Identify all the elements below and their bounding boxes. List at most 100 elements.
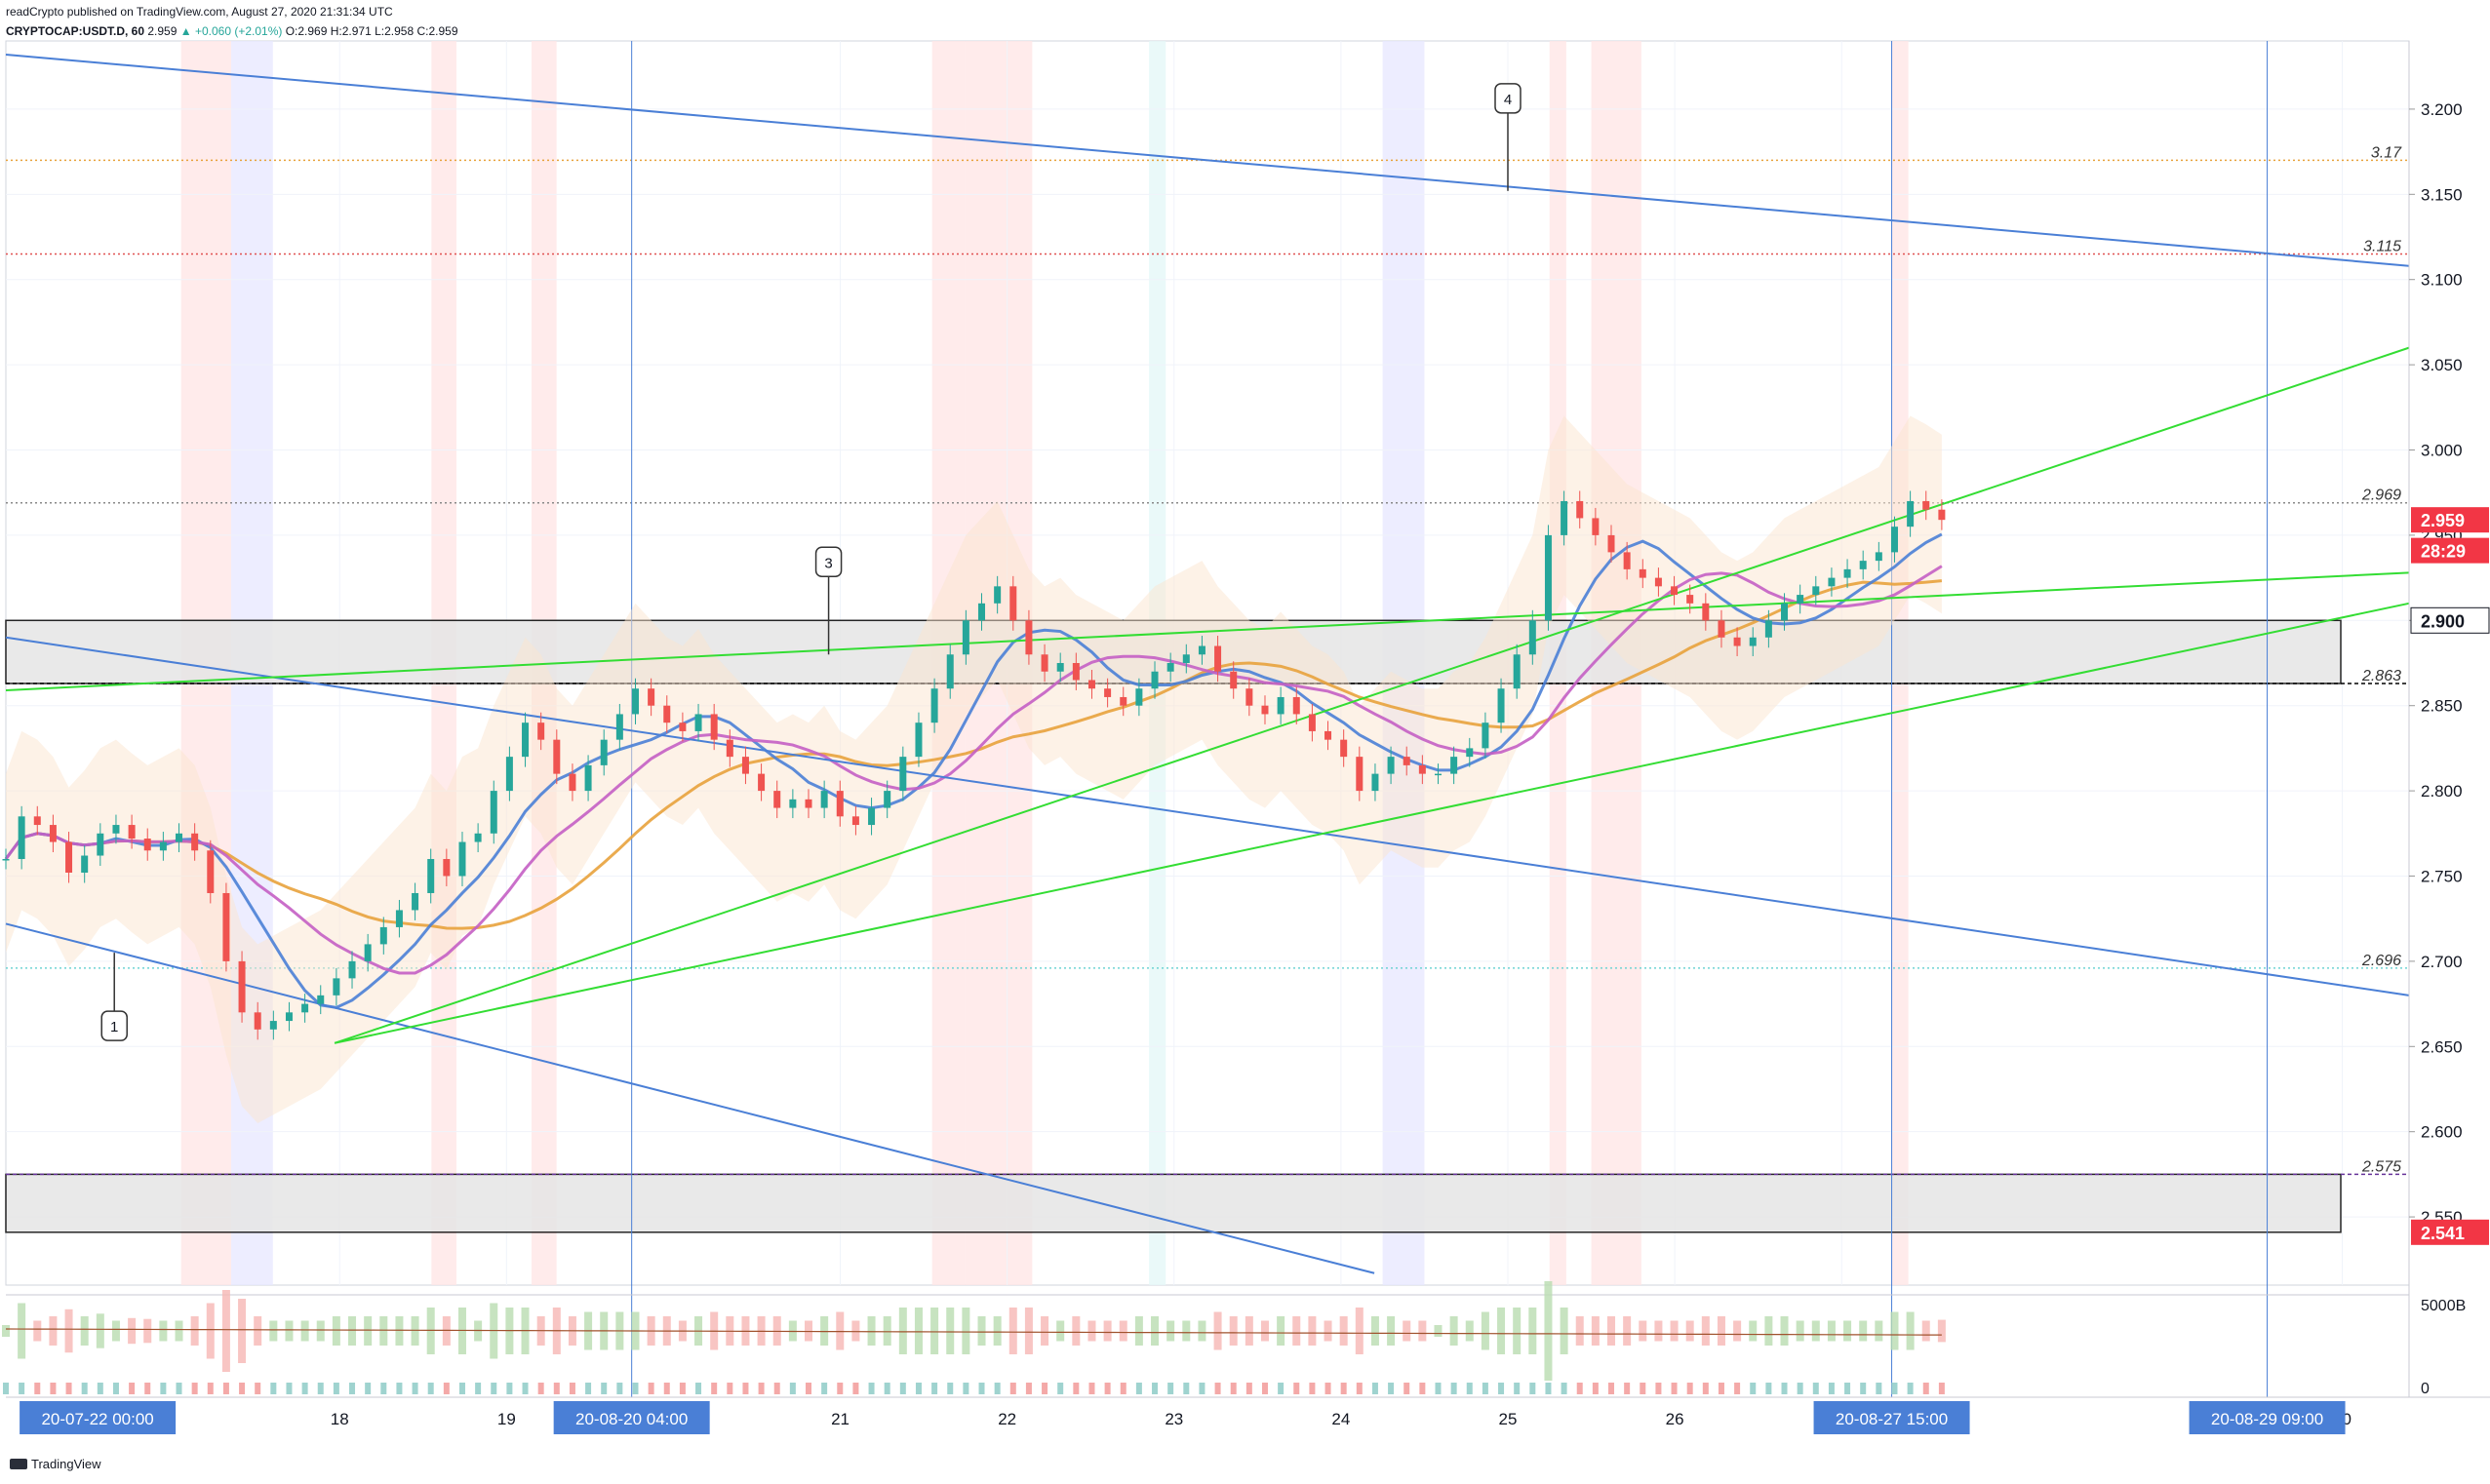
volume-base-119	[1876, 1383, 1882, 1394]
candle-body-82	[1292, 696, 1300, 715]
volume-base-17	[270, 1383, 277, 1394]
volume-base-0	[3, 1383, 9, 1394]
volume-base-13	[207, 1383, 214, 1394]
volume-bar-16	[254, 1316, 262, 1346]
volume-bar-6	[96, 1313, 104, 1348]
volume-axis-label-0: 5000B	[2421, 1298, 2466, 1314]
volume-bar-78	[1229, 1316, 1238, 1346]
volume-base-64	[1009, 1383, 1016, 1394]
price-tick-label-13: 3.200	[2421, 100, 2463, 119]
volume-bar-98	[1544, 1281, 1553, 1381]
time-badge-2	[1813, 1401, 1970, 1434]
candle-body-88	[1387, 757, 1395, 774]
volume-base-82	[1293, 1383, 1300, 1394]
candle-body-55	[868, 807, 876, 826]
volume-base-102	[1608, 1383, 1615, 1394]
trendline-green-4	[334, 346, 2410, 1044]
price-tick-label-12: 3.150	[2421, 185, 2463, 204]
candle-body-106	[1671, 586, 1679, 596]
candle-body-111	[1749, 637, 1757, 646]
volume-bar-116	[1827, 1320, 1836, 1342]
volume-bar-1	[18, 1303, 26, 1359]
volume-base-27	[427, 1383, 434, 1394]
candle-body-57	[899, 757, 907, 792]
candle-body-79	[1245, 688, 1253, 706]
volume-base-111	[1750, 1383, 1757, 1394]
volume-base-81	[1278, 1383, 1285, 1394]
candle-body-8	[128, 825, 136, 840]
candle-body-103	[1623, 552, 1631, 569]
volume-bar-119	[1875, 1320, 1883, 1342]
volume-base-114	[1797, 1383, 1803, 1394]
candle-body-115	[1812, 586, 1820, 596]
candle-body-43	[679, 722, 687, 731]
time-badge-3	[2189, 1401, 2346, 1434]
volume-base-54	[852, 1383, 859, 1394]
candle-body-7	[112, 825, 120, 834]
candle-body-107	[1686, 595, 1694, 604]
trendline-green-3	[5, 571, 2410, 691]
volume-base-46	[727, 1383, 733, 1394]
time-badge-label-0: 20-07-22 00:00	[41, 1410, 153, 1428]
volume-base-63	[994, 1383, 1001, 1394]
volume-bar-113	[1780, 1316, 1789, 1346]
volume-bar-56	[883, 1316, 891, 1346]
volume-base-53	[837, 1383, 844, 1394]
volume-base-41	[648, 1383, 654, 1394]
candle-body-98	[1544, 534, 1552, 621]
callout-label-1: 1	[110, 1019, 118, 1035]
volume-bar-26	[411, 1316, 419, 1346]
volume-bar-69	[1087, 1320, 1096, 1342]
candle-body-1	[18, 816, 25, 860]
volume-bar-100	[1575, 1316, 1584, 1346]
volume-base-4	[65, 1383, 72, 1394]
volume-bar-76	[1198, 1320, 1206, 1342]
volume-bar-106	[1670, 1320, 1679, 1342]
volume-bar-71	[1119, 1320, 1127, 1342]
candle-body-6	[97, 833, 104, 856]
volume-base-14	[222, 1383, 229, 1394]
volume-base-3	[50, 1383, 57, 1394]
volume-base-2	[34, 1383, 41, 1394]
volume-base-1	[19, 1383, 25, 1394]
volume-base-118	[1860, 1383, 1867, 1394]
volume-base-34	[537, 1383, 544, 1394]
volume-base-79	[1245, 1383, 1252, 1394]
volume-base-38	[601, 1383, 608, 1394]
candle-body-121	[1907, 500, 1915, 527]
volume-bar-9	[143, 1318, 152, 1344]
volume-bar-85	[1339, 1316, 1348, 1346]
candle-body-112	[1764, 620, 1772, 638]
callout-1: 1	[100, 953, 128, 1041]
candle-body-15	[238, 960, 246, 1013]
price-badge-label-1: 28:29	[2421, 542, 2466, 562]
volume-base-37	[585, 1383, 592, 1394]
volume-base-112	[1765, 1383, 1772, 1394]
volume-base-65	[1025, 1383, 1032, 1394]
candle-body-51	[805, 799, 812, 808]
volume-base-70	[1104, 1383, 1111, 1394]
trendline-blue-1	[5, 636, 2410, 996]
volume-bar-92	[1449, 1316, 1458, 1346]
candle-body-24	[379, 926, 387, 945]
volume-base-51	[806, 1383, 812, 1394]
volume-bar-27	[426, 1308, 435, 1354]
price-badge-0	[2411, 507, 2489, 533]
callout-label-4: 4	[1504, 92, 1512, 108]
candle-body-101	[1592, 518, 1600, 535]
volume-bar-95	[1497, 1308, 1506, 1354]
candle-body-91	[1434, 773, 1442, 776]
candle-body-53	[836, 791, 844, 817]
candle-body-99	[1561, 500, 1568, 535]
candle-body-75	[1182, 654, 1190, 663]
candle-body-72	[1135, 688, 1143, 706]
time-tick-label-4: 23	[1165, 1410, 1183, 1428]
candle-body-77	[1214, 645, 1222, 672]
volume-bar-121	[1906, 1311, 1915, 1350]
volume-bar-68	[1072, 1316, 1081, 1346]
volume-bar-5	[80, 1316, 89, 1346]
candle-body-22	[348, 960, 356, 979]
volume-base-88	[1388, 1383, 1395, 1394]
price-tick-label-10: 3.050	[2421, 356, 2463, 374]
